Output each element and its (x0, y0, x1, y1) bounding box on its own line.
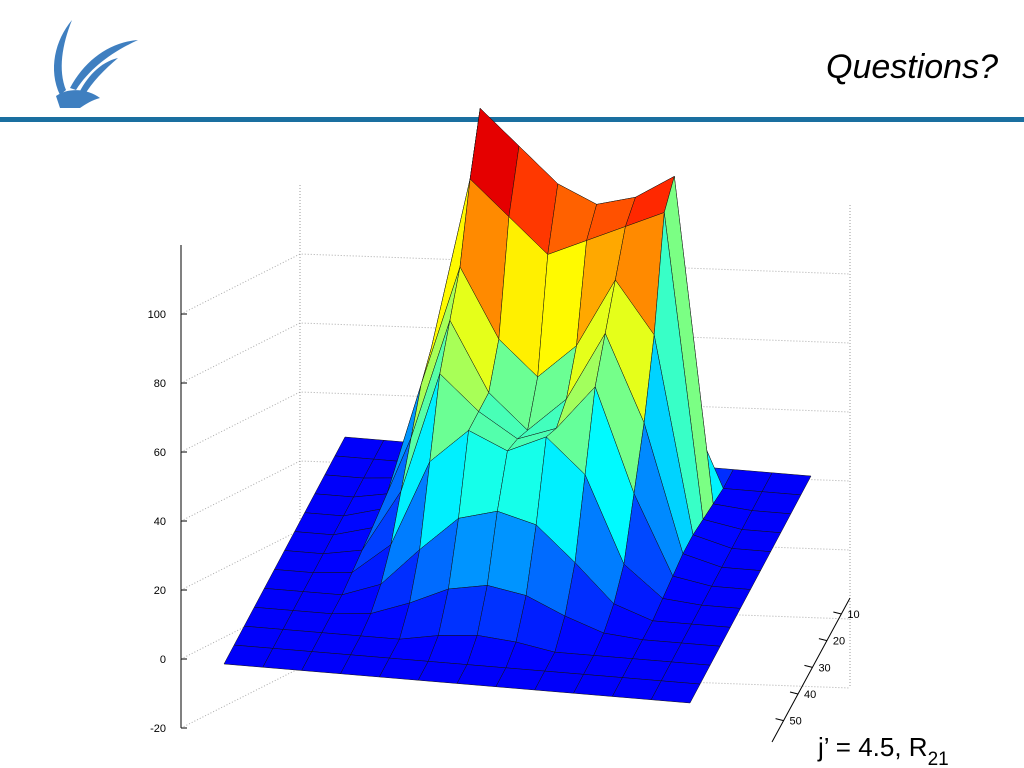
z-tick-label: -20 (150, 723, 166, 735)
y-tick-label: 10 (847, 609, 859, 621)
z-tick-label: 0 (160, 654, 166, 666)
logo (53, 20, 138, 108)
y-tick-label: 50 (790, 716, 802, 728)
surface-plot: -20 0 20 40 60 80 100 10 20 30 40 50 (148, 107, 860, 743)
z-tick-label: 40 (154, 516, 166, 528)
surface-patch (650, 680, 701, 704)
y-tick (818, 638, 828, 642)
slide-title: Questions? (826, 48, 998, 86)
caption-text: j’ = 4.5, R (817, 732, 928, 762)
y-tick (833, 611, 842, 615)
title-rule (0, 117, 1024, 122)
y-tick-label: 30 (818, 662, 830, 674)
caption-subscript: 21 (928, 749, 949, 768)
z-tick-label: 20 (154, 585, 166, 597)
y-tick (789, 691, 799, 695)
y-tick (775, 718, 784, 722)
z-tick-label: 60 (154, 447, 166, 459)
y-tick-label: 40 (804, 689, 816, 701)
caption: j’ = 4.5, R21 (817, 732, 949, 768)
y-tick-label: 20 (833, 636, 845, 648)
z-tick-label: 100 (148, 309, 166, 321)
y-axis (771, 597, 851, 743)
y-tick (804, 664, 813, 668)
z-tick-label: 80 (154, 378, 166, 390)
